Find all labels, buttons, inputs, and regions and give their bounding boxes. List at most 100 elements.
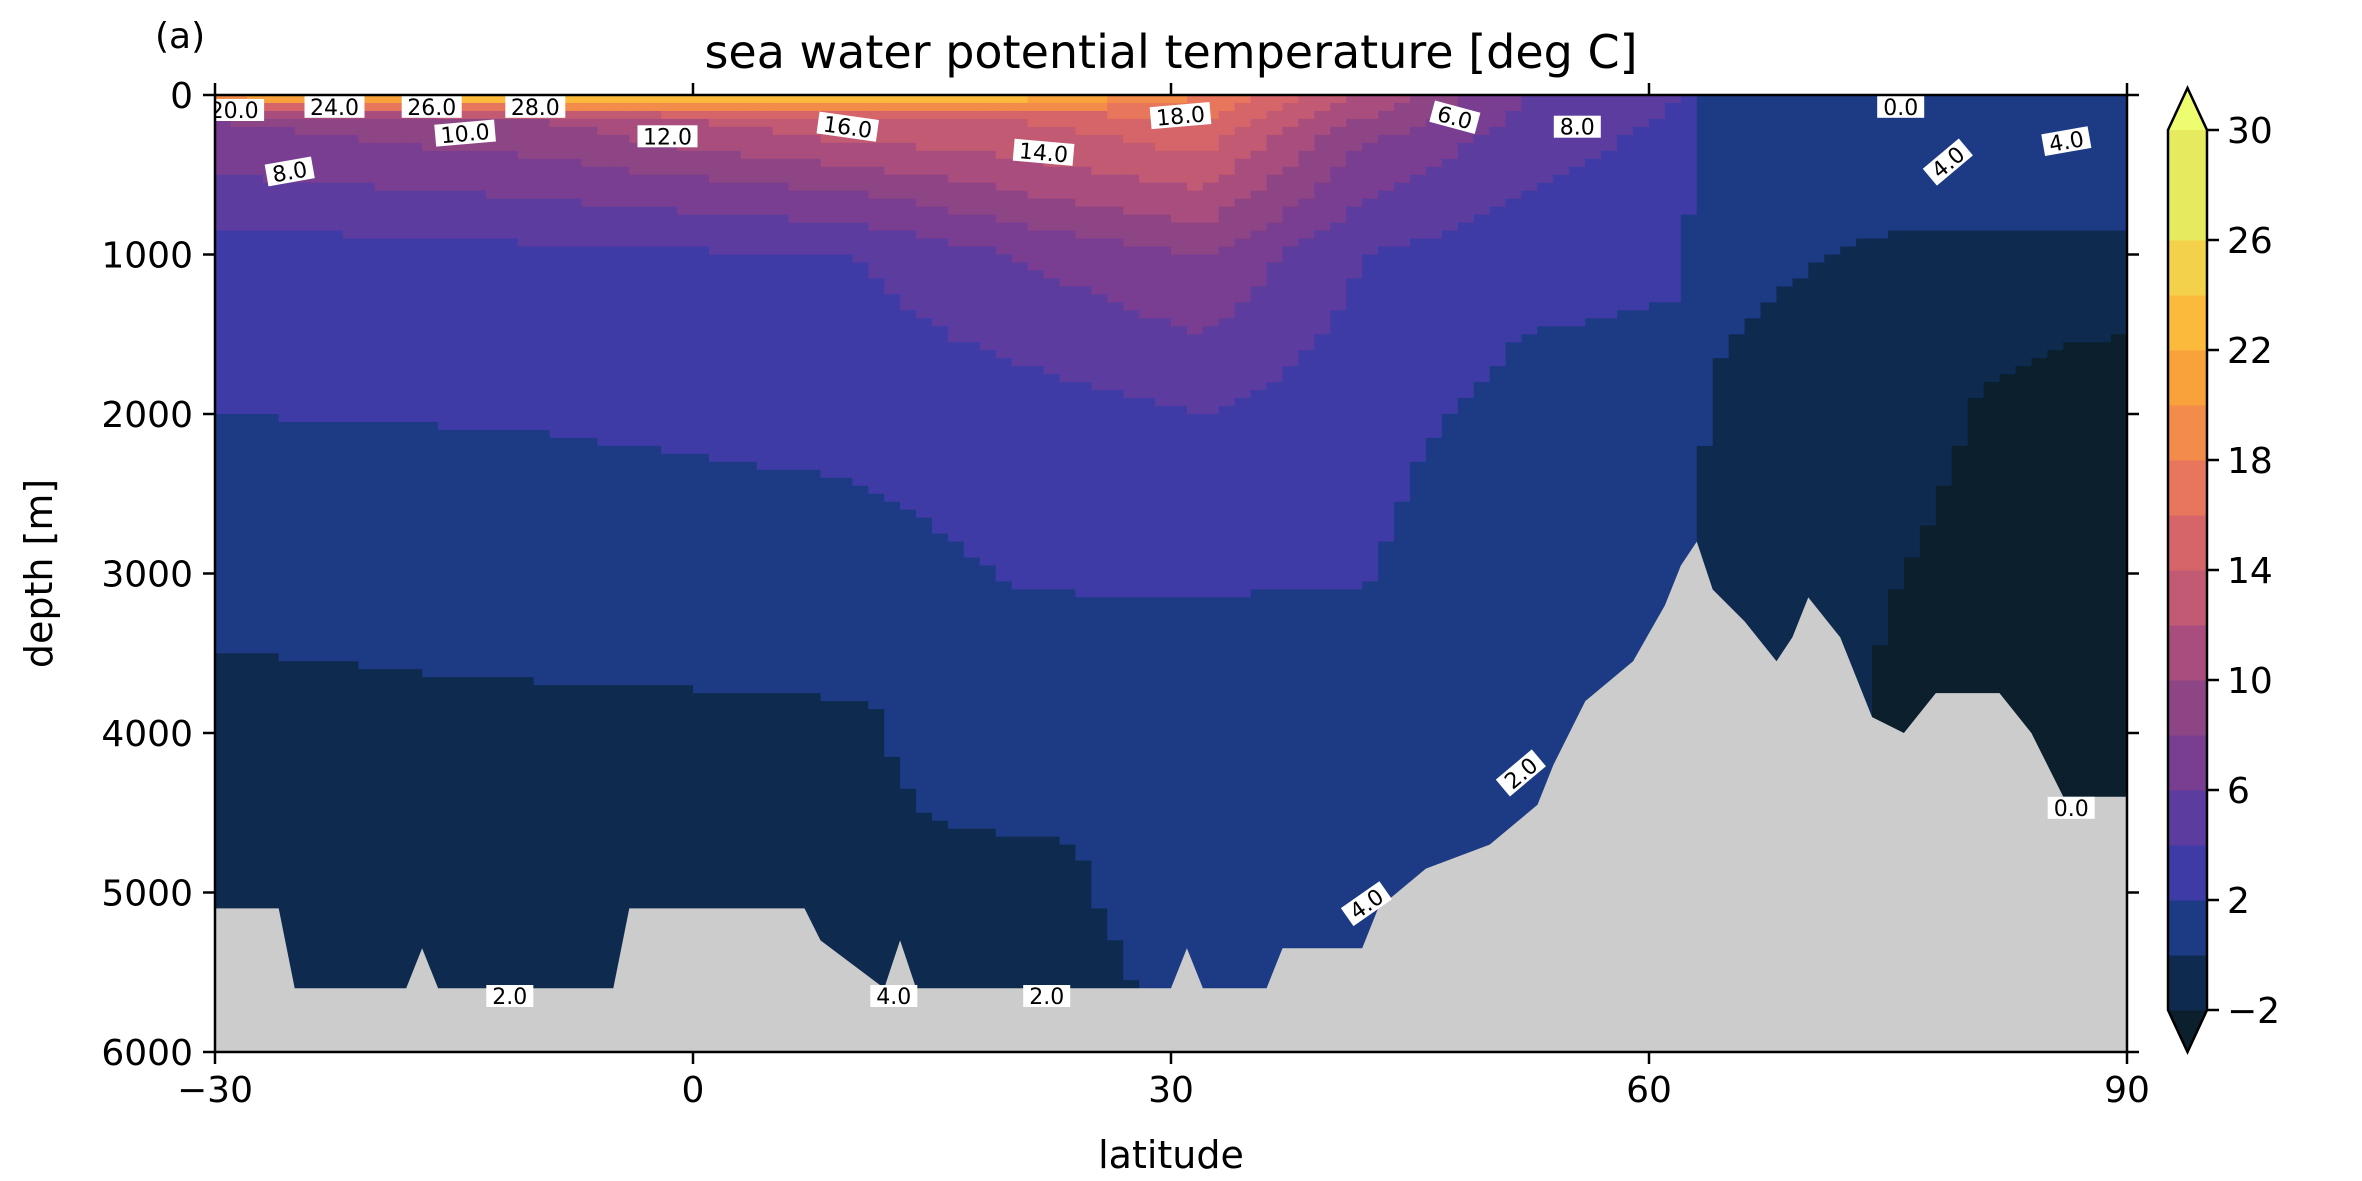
temperature-cell bbox=[406, 669, 423, 1052]
temperature-cell bbox=[310, 182, 328, 232]
temperature-cell bbox=[947, 150, 965, 184]
temperature-cell bbox=[1728, 95, 1746, 335]
temperature-cell bbox=[979, 214, 997, 248]
temperature-cell bbox=[1266, 110, 1284, 136]
temperature-cell bbox=[1059, 110, 1076, 128]
temperature-cell bbox=[708, 182, 726, 216]
temperature-cell bbox=[246, 414, 264, 654]
temperature-cell bbox=[1346, 206, 1363, 280]
temperature-cell bbox=[740, 254, 758, 463]
colorbar-band bbox=[2168, 185, 2207, 241]
temperature-cell bbox=[995, 190, 1013, 224]
temperature-cell bbox=[2015, 95, 2032, 232]
temperature-cell bbox=[1473, 134, 1491, 216]
temperature-cell bbox=[1186, 414, 1204, 599]
plot-area: 20.0 24.0 26.0 28.010.08.012.0 16.014.018.0 6… bbox=[215, 95, 2127, 1052]
temperature-cell bbox=[1473, 95, 1491, 136]
temperature-cell bbox=[1362, 142, 1379, 200]
temperature-cell bbox=[947, 102, 965, 112]
temperature-cell bbox=[1043, 95, 1061, 104]
temperature-cell bbox=[454, 150, 471, 192]
temperature-cell bbox=[262, 102, 280, 112]
temperature-cell bbox=[1202, 254, 1220, 327]
temperature-cell bbox=[979, 246, 997, 351]
axes: −30 0 30 60 90 0 1000 2000 3000 4000 5000 6000 bbox=[101, 76, 2150, 1111]
temperature-cell bbox=[1250, 95, 1268, 120]
temperature-cell bbox=[1489, 126, 1507, 208]
temperature-cell bbox=[1282, 366, 1300, 591]
temperature-cell bbox=[932, 238, 949, 327]
temperature-cell bbox=[1011, 190, 1029, 224]
temperature-cell bbox=[1330, 126, 1347, 168]
contour-label-bg bbox=[1340, 881, 1392, 927]
temperature-cell bbox=[565, 158, 583, 200]
temperature-cell bbox=[756, 158, 774, 184]
contour-label-bg bbox=[816, 111, 879, 142]
temperature-cell bbox=[1234, 597, 1252, 1052]
temperature-cell bbox=[533, 158, 551, 200]
colorbar-tick-label: 30 bbox=[2227, 111, 2273, 152]
contour-label-bg bbox=[486, 985, 534, 1007]
temperature-cell bbox=[517, 429, 535, 678]
x-tick-label: −30 bbox=[177, 1070, 253, 1111]
temperature-cell bbox=[788, 134, 806, 160]
temperature-cell bbox=[868, 142, 885, 168]
temperature-cell bbox=[326, 661, 344, 1052]
temperature-cell bbox=[310, 134, 328, 184]
temperature-cell bbox=[836, 190, 853, 224]
temperature-cell bbox=[1633, 126, 1650, 311]
temperature-cell bbox=[963, 95, 981, 104]
temperature-cell bbox=[1123, 214, 1140, 248]
temperature-cell bbox=[995, 254, 1013, 359]
temperature-cell bbox=[1202, 118, 1220, 152]
temperature-cell bbox=[1091, 597, 1108, 910]
temperature-cell bbox=[549, 685, 567, 1052]
temperature-cell bbox=[342, 238, 359, 423]
temperature-cell bbox=[565, 198, 583, 248]
temperature-cell bbox=[613, 134, 630, 168]
temperature-cell bbox=[756, 95, 774, 104]
temperature-cell bbox=[661, 142, 678, 176]
temperature-cell bbox=[1808, 95, 1825, 264]
temperature-cell bbox=[485, 198, 503, 240]
temperature-cell bbox=[438, 677, 455, 1052]
temperature-cell bbox=[1298, 589, 1315, 1052]
temperature-cell bbox=[693, 246, 710, 455]
temperature-cell bbox=[1664, 102, 1682, 303]
temperature-cell bbox=[979, 565, 997, 830]
temperature-cell bbox=[581, 126, 598, 168]
temperature-cell bbox=[963, 150, 981, 184]
temperature-cell bbox=[2079, 230, 2096, 343]
temperature-cell bbox=[900, 174, 917, 200]
contour-label: 10.0 bbox=[434, 119, 496, 149]
temperature-cell bbox=[1123, 174, 1140, 216]
temperature-cell bbox=[1489, 95, 1507, 128]
temperature-cell bbox=[1250, 230, 1268, 287]
temperature-cell bbox=[1664, 95, 1682, 104]
temperature-cell bbox=[1075, 95, 1092, 104]
temperature-cell bbox=[1505, 110, 1523, 200]
temperature-cell bbox=[1202, 414, 1220, 599]
temperature-cell bbox=[1250, 589, 1268, 1052]
temperature-cell bbox=[804, 469, 822, 694]
temperature-cell bbox=[501, 150, 519, 200]
temperature-cell bbox=[963, 182, 981, 216]
temperature-cell bbox=[438, 238, 455, 431]
temperature-cell bbox=[804, 190, 822, 224]
contour-label: 8.0 bbox=[264, 156, 315, 188]
temperature-cell bbox=[1234, 398, 1252, 599]
temperature-cell bbox=[1107, 390, 1124, 599]
temperature-cell bbox=[1027, 158, 1045, 200]
temperature-cell bbox=[661, 453, 678, 686]
temperature-cell bbox=[613, 102, 630, 112]
contour-label: 18.0 bbox=[1149, 102, 1212, 132]
temperature-cell bbox=[740, 158, 758, 184]
temperature-cell bbox=[1410, 174, 1427, 240]
temperature-cell bbox=[230, 414, 248, 654]
temperature-cell bbox=[868, 709, 885, 1052]
contour-label-text: 18.0 bbox=[1155, 103, 1206, 132]
contour-label-text: 4.0 bbox=[876, 985, 911, 1010]
temperature-cell bbox=[1091, 238, 1108, 295]
y-tick-label: 2000 bbox=[101, 395, 193, 436]
